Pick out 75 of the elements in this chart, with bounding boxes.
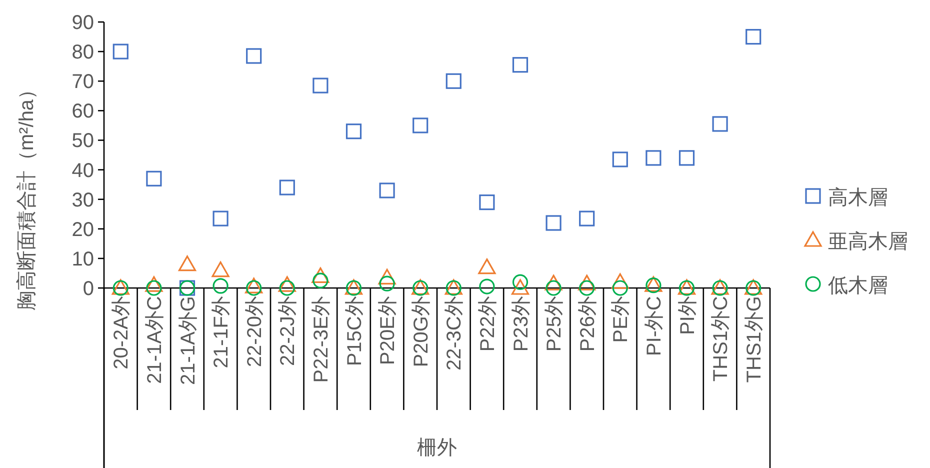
point bbox=[612, 152, 628, 168]
point bbox=[379, 182, 395, 198]
x-tick-label: P26外 bbox=[576, 296, 599, 352]
point bbox=[579, 280, 595, 296]
x-tick-label: 21-1A外G bbox=[177, 296, 200, 385]
point bbox=[378, 268, 396, 284]
y-tick-label: 40 bbox=[72, 160, 94, 182]
point bbox=[312, 267, 330, 283]
y-tick-label: 90 bbox=[72, 12, 94, 34]
x-tick-label: P20G外 bbox=[410, 296, 432, 368]
x-tick-label: PE外 bbox=[610, 296, 632, 343]
point bbox=[612, 280, 628, 296]
x-tick-label: PI-外C bbox=[643, 296, 666, 356]
x-tick-label: P23外 bbox=[510, 296, 532, 352]
legend-label: 低木層 bbox=[828, 275, 888, 297]
point bbox=[544, 274, 562, 290]
x-tick-label: 22-2J外 bbox=[277, 296, 300, 366]
point bbox=[546, 215, 562, 231]
point bbox=[112, 44, 128, 60]
x-tick-label: P20E外 bbox=[377, 296, 400, 365]
point bbox=[512, 57, 528, 73]
x-tick-label: 22-20外 bbox=[244, 296, 266, 368]
y-tick-label: 70 bbox=[72, 71, 94, 94]
x-axis-title: 柵外 bbox=[417, 437, 457, 459]
point bbox=[145, 276, 163, 292]
point bbox=[212, 278, 228, 294]
x-tick-label: 21-1F外 bbox=[210, 296, 233, 368]
y-tick-label: 10 bbox=[72, 248, 94, 270]
point bbox=[279, 180, 295, 196]
point bbox=[279, 280, 295, 296]
point bbox=[412, 118, 428, 134]
point bbox=[579, 210, 595, 226]
point bbox=[312, 272, 328, 288]
y-tick-label: 20 bbox=[72, 218, 94, 241]
point bbox=[478, 258, 496, 274]
point bbox=[246, 48, 262, 64]
point bbox=[611, 273, 629, 289]
legend-label: 高木層 bbox=[828, 186, 888, 209]
point bbox=[212, 210, 228, 226]
point bbox=[446, 73, 462, 89]
point bbox=[479, 278, 495, 294]
y-axis-title: 胸高断面積合計（m²/ha） bbox=[15, 79, 38, 311]
point bbox=[146, 280, 162, 296]
legend-label: 亜高木層 bbox=[828, 230, 908, 253]
x-tick-label: P22外 bbox=[476, 296, 499, 352]
point bbox=[712, 116, 728, 132]
x-tick-label: 21-1A外C bbox=[144, 296, 166, 384]
x-tick-label: PI外 bbox=[676, 296, 699, 335]
y-tick-label: 0 bbox=[82, 278, 94, 300]
x-tick-label: THS1外G bbox=[743, 296, 766, 383]
x-tick-label: P25外 bbox=[544, 296, 566, 352]
point bbox=[178, 256, 196, 272]
point bbox=[379, 276, 395, 292]
point bbox=[278, 276, 296, 292]
point bbox=[212, 261, 230, 278]
point bbox=[578, 274, 596, 290]
y-tick-label: 50 bbox=[72, 130, 94, 152]
x-tick-label: 22-3C外 bbox=[444, 296, 466, 370]
x-tick-label: THS1外C bbox=[710, 296, 732, 382]
point bbox=[646, 150, 662, 166]
x-tick-label: P15C外 bbox=[344, 296, 366, 366]
x-tick-label: 20-2A外 bbox=[110, 296, 133, 370]
point bbox=[146, 170, 162, 186]
point bbox=[546, 280, 562, 296]
point bbox=[312, 78, 328, 94]
y-tick-label: 60 bbox=[72, 100, 94, 123]
point bbox=[512, 274, 528, 290]
x-tick-label: P22-3E外 bbox=[310, 296, 332, 383]
point bbox=[746, 28, 762, 45]
y-tick-label: 30 bbox=[72, 189, 94, 212]
point bbox=[346, 124, 362, 140]
point bbox=[511, 279, 530, 295]
point bbox=[678, 150, 695, 166]
y-tick-label: 80 bbox=[72, 42, 94, 64]
point bbox=[479, 194, 495, 210]
